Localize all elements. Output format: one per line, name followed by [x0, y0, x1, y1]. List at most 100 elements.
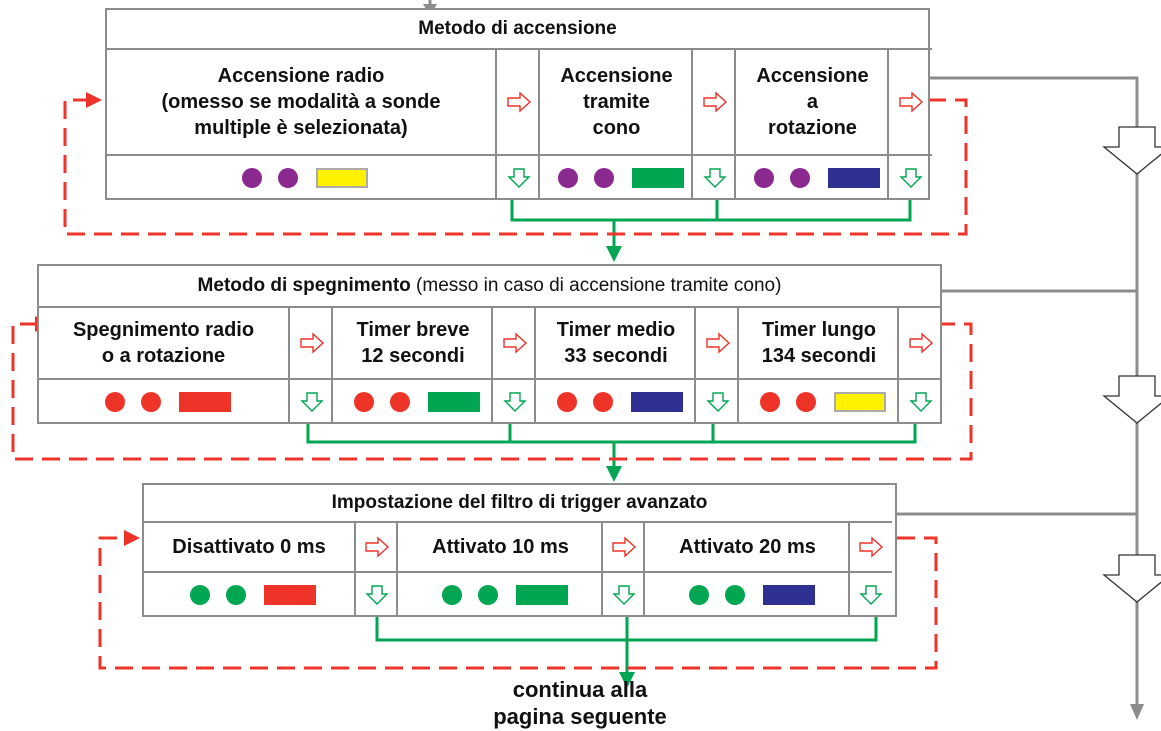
green-flow-line [375, 609, 878, 676]
outline-right-arrow-icon [299, 332, 324, 354]
arrowhead-icon [606, 466, 622, 482]
outline-right-arrow-icon [612, 536, 637, 558]
confirm-arrow-cell [848, 571, 892, 617]
arrowhead-icon [606, 246, 622, 262]
option-label: Disattivato 0 ms [172, 536, 326, 558]
led-bar-yellow [316, 168, 368, 188]
led-dot-red [354, 392, 374, 412]
outline-down-arrow-icon [898, 168, 923, 188]
option-label: Attivato 20 ms [679, 536, 816, 558]
next-option-arrow-cell [288, 306, 333, 378]
next-option-arrow-cell [495, 48, 540, 154]
confirm-arrow-cell [691, 154, 736, 200]
led-indicator [737, 378, 899, 424]
led-indicator [396, 571, 603, 617]
led-dot-red [593, 392, 613, 412]
led-bar-green [428, 392, 480, 412]
section-table-1: Metodo di accensione Accensione radio (om… [105, 8, 932, 200]
large-outline-down-arrow-icon [1102, 554, 1161, 603]
led-indicator [37, 378, 290, 424]
next-option-arrow-cell [897, 306, 942, 378]
confirm-arrow-cell [887, 154, 932, 200]
option-label: Accensione tramite cono [560, 65, 673, 139]
confirm-arrow-cell [694, 378, 739, 424]
led-dot-green [226, 585, 246, 605]
option-cell: Accensione a rotazione [734, 48, 889, 154]
led-dot-purple [753, 168, 774, 188]
option-cell: Timer medio 33 secondi [534, 306, 696, 378]
led-bar-yellow [834, 392, 886, 412]
option-cell: Timer breve 12 secondi [331, 306, 493, 378]
next-option-arrow-cell [491, 306, 536, 378]
section-title-note: (messo in caso di accensione tramite con… [410, 275, 782, 296]
led-bar-red [264, 585, 316, 605]
option-cell: Accensione radio (omesso se modalità a s… [105, 48, 497, 154]
option-label: Attivato 10 ms [432, 536, 569, 558]
next-option-arrow-cell [354, 521, 398, 571]
led-dot-purple [278, 168, 298, 188]
option-cell: Attivato 20 ms [643, 521, 850, 571]
led-dot-red [796, 392, 816, 412]
led-dot-green [724, 585, 745, 605]
outline-right-arrow-icon [365, 536, 390, 558]
section-title: Metodo di accensione [107, 10, 928, 48]
option-cell: Disattivato 0 ms [142, 521, 356, 571]
confirm-arrow-cell [354, 571, 398, 617]
led-bar-red [178, 392, 231, 412]
option-label: Accensione a rotazione [756, 65, 869, 139]
large-outline-down-arrow-icon [1102, 126, 1161, 175]
outline-right-arrow-icon [506, 91, 531, 113]
section-title: Metodo di spegnimento (messo in caso di … [39, 266, 940, 306]
led-indicator [538, 154, 693, 200]
led-indicator [534, 378, 696, 424]
led-dot-red [140, 392, 161, 412]
large-outline-down-arrow-icon [1102, 375, 1161, 424]
confirm-arrow-cell [288, 378, 333, 424]
outline-right-arrow-icon [908, 332, 933, 354]
led-bar-blue [762, 585, 815, 605]
led-dot-red [390, 392, 410, 412]
led-dot-red [557, 392, 577, 412]
confirm-arrow-cell [495, 154, 540, 200]
next-option-arrow-cell [848, 521, 892, 571]
option-label: Timer breve 12 secondi [356, 319, 470, 367]
green-flow-line [510, 192, 912, 248]
red-loop-line [98, 536, 938, 670]
led-dot-green [688, 585, 709, 605]
led-bar-blue [631, 392, 683, 412]
red-loop-line [11, 322, 973, 461]
led-dot-green [441, 585, 462, 605]
led-dot-red [760, 392, 780, 412]
option-cell: Spegnimento radio o a rotazione [37, 306, 290, 378]
confirm-arrow-cell [897, 378, 942, 424]
option-label: Timer lungo 134 secondi [761, 319, 877, 367]
option-cell: Accensione tramite cono [538, 48, 693, 154]
led-dot-red [104, 392, 125, 412]
option-cell: Attivato 10 ms [396, 521, 603, 571]
led-indicator [331, 378, 493, 424]
led-dot-purple [593, 168, 614, 188]
arrowhead-icon [1130, 704, 1144, 720]
led-dot-purple [242, 168, 262, 188]
skip-path [930, 76, 1139, 712]
arrowhead-icon [86, 92, 102, 108]
outline-right-arrow-icon [705, 332, 730, 354]
outline-down-arrow-icon [502, 392, 527, 412]
option-label: Timer medio 33 secondi [556, 319, 676, 367]
confirm-arrow-cell [491, 378, 536, 424]
section-title-bold: Metodo di spegnimento [197, 275, 411, 296]
outline-down-arrow-icon [859, 585, 883, 605]
outline-right-arrow-icon [702, 91, 727, 113]
led-dot-purple [557, 168, 578, 188]
section-title-bold: Impostazione del filtro di trigger avanz… [331, 492, 708, 513]
led-bar-blue [827, 168, 880, 188]
outline-down-arrow-icon [612, 585, 636, 605]
section-title-bold: Metodo di accensione [418, 18, 617, 39]
led-indicator [734, 154, 889, 200]
led-dot-green [477, 585, 498, 605]
led-indicator [142, 571, 356, 617]
led-dot-green [190, 585, 210, 605]
led-bar-green [631, 168, 684, 188]
led-bar-green [515, 585, 568, 605]
next-option-arrow-cell [887, 48, 932, 154]
